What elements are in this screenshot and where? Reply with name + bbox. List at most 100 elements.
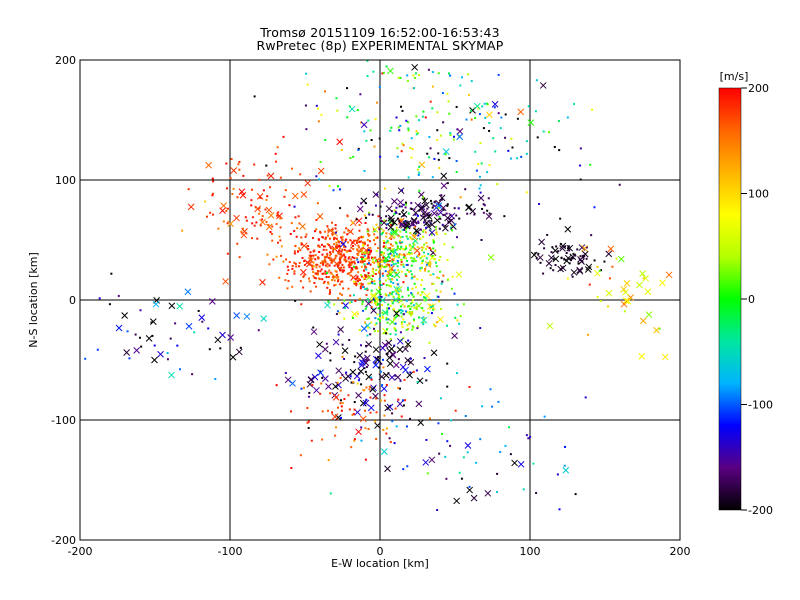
scatter-dot [253, 163, 256, 166]
scatter-dot [363, 276, 366, 279]
scatter-dot [454, 409, 457, 412]
scatter-dot [438, 204, 441, 207]
scatter-dot [350, 269, 353, 272]
scatter-dot [370, 306, 373, 309]
scatter-dot [371, 275, 374, 278]
scatter-dot [261, 215, 264, 218]
scatter-dot [379, 267, 382, 270]
scatter-dot [390, 264, 393, 267]
scatter-dot [150, 321, 153, 324]
scatter-dot [338, 250, 341, 253]
scatter-dot [440, 432, 443, 435]
scatter-x-marker [327, 227, 334, 234]
scatter-x-marker [351, 310, 358, 318]
scatter-dot [360, 235, 363, 238]
scatter-dot [329, 245, 332, 248]
scatter-dot [326, 234, 329, 237]
scatter-dot [334, 270, 337, 273]
scatter-dot [347, 250, 350, 253]
scatter-dot [357, 147, 360, 150]
scatter-dot [324, 264, 327, 267]
scatter-dot [366, 334, 369, 337]
scatter-dot [424, 299, 427, 302]
scatter-dot [379, 317, 382, 320]
scatter-dot [511, 146, 514, 149]
scatter-x-marker [570, 269, 578, 276]
scatter-dot [424, 267, 427, 270]
scatter-dot [400, 218, 403, 221]
scatter-dot [342, 287, 345, 290]
scatter-dot [406, 305, 409, 308]
scatter-dot [256, 237, 259, 240]
scatter-dot [396, 314, 399, 317]
scatter-dot [458, 471, 461, 474]
scatter-dot [571, 275, 574, 278]
scatter-dot [566, 277, 569, 280]
scatter-dot [365, 365, 368, 368]
scatter-dot [397, 76, 400, 79]
scatter-dot [430, 202, 433, 205]
scatter-dot [455, 236, 458, 239]
scatter-dot [275, 384, 278, 387]
scatter-x-marker [300, 268, 307, 276]
scatter-dot [320, 243, 323, 246]
scatter-dot [593, 259, 596, 262]
scatter-dot [409, 314, 412, 317]
scatter-dot [401, 309, 404, 312]
scatter-dot [363, 169, 366, 172]
scatter-dot [431, 85, 434, 88]
scatter-dot [327, 256, 330, 259]
scatter-dot [421, 262, 424, 265]
scatter-dot [318, 251, 321, 254]
scatter-dot [391, 302, 394, 305]
scatter-dot [327, 243, 330, 246]
scatter-dot [447, 72, 450, 75]
scatter-dot [479, 142, 482, 145]
scatter-dot [488, 129, 491, 132]
chart-title: Tromsø 20151109 16:52:00-16:53:43 [260, 25, 500, 40]
scatter-x-marker [372, 191, 380, 198]
scatter-dot [193, 331, 196, 334]
scatter-dot [553, 145, 556, 148]
scatter-dot [407, 288, 410, 291]
scatter-dot [479, 327, 482, 330]
colorbar-tick-label: 100 [748, 188, 769, 201]
scatter-dot [317, 238, 320, 241]
scatter-dot [318, 246, 321, 249]
scatter-dot [280, 254, 283, 257]
scatter-dot [277, 211, 280, 214]
scatter-dot [400, 299, 403, 302]
scatter-dot [355, 239, 358, 242]
scatter-dot [351, 268, 354, 271]
scatter-dot [333, 284, 336, 287]
scatter-x-marker [332, 338, 340, 346]
scatter-dot [445, 477, 448, 480]
scatter-dot [299, 454, 302, 457]
scatter-dot [356, 258, 359, 261]
scatter-dot [338, 267, 341, 270]
scatter-dot [391, 258, 394, 261]
scatter-dot [371, 270, 374, 273]
scatter-dot [537, 252, 540, 255]
scatter-dot [169, 337, 172, 340]
scatter-x-marker [428, 221, 436, 228]
scatter-dot [419, 228, 422, 231]
scatter-dot [486, 209, 489, 212]
scatter-dot [365, 276, 368, 279]
scatter-dot [422, 235, 425, 238]
scatter-dot [375, 250, 378, 253]
scatter-dot [338, 283, 341, 286]
scatter-dot [293, 230, 296, 233]
scatter-dot [284, 189, 287, 192]
scatter-dot [401, 325, 404, 328]
scatter-dot [340, 250, 343, 253]
scatter-dot [431, 206, 434, 209]
scatter-dot [391, 291, 394, 294]
scatter-dot [416, 214, 419, 217]
scatter-dot [437, 72, 440, 75]
scatter-dot [257, 329, 260, 332]
scatter-x-marker [440, 172, 448, 180]
scatter-dot [391, 412, 394, 415]
scatter-dot [324, 261, 327, 264]
scatter-dot [321, 253, 324, 256]
